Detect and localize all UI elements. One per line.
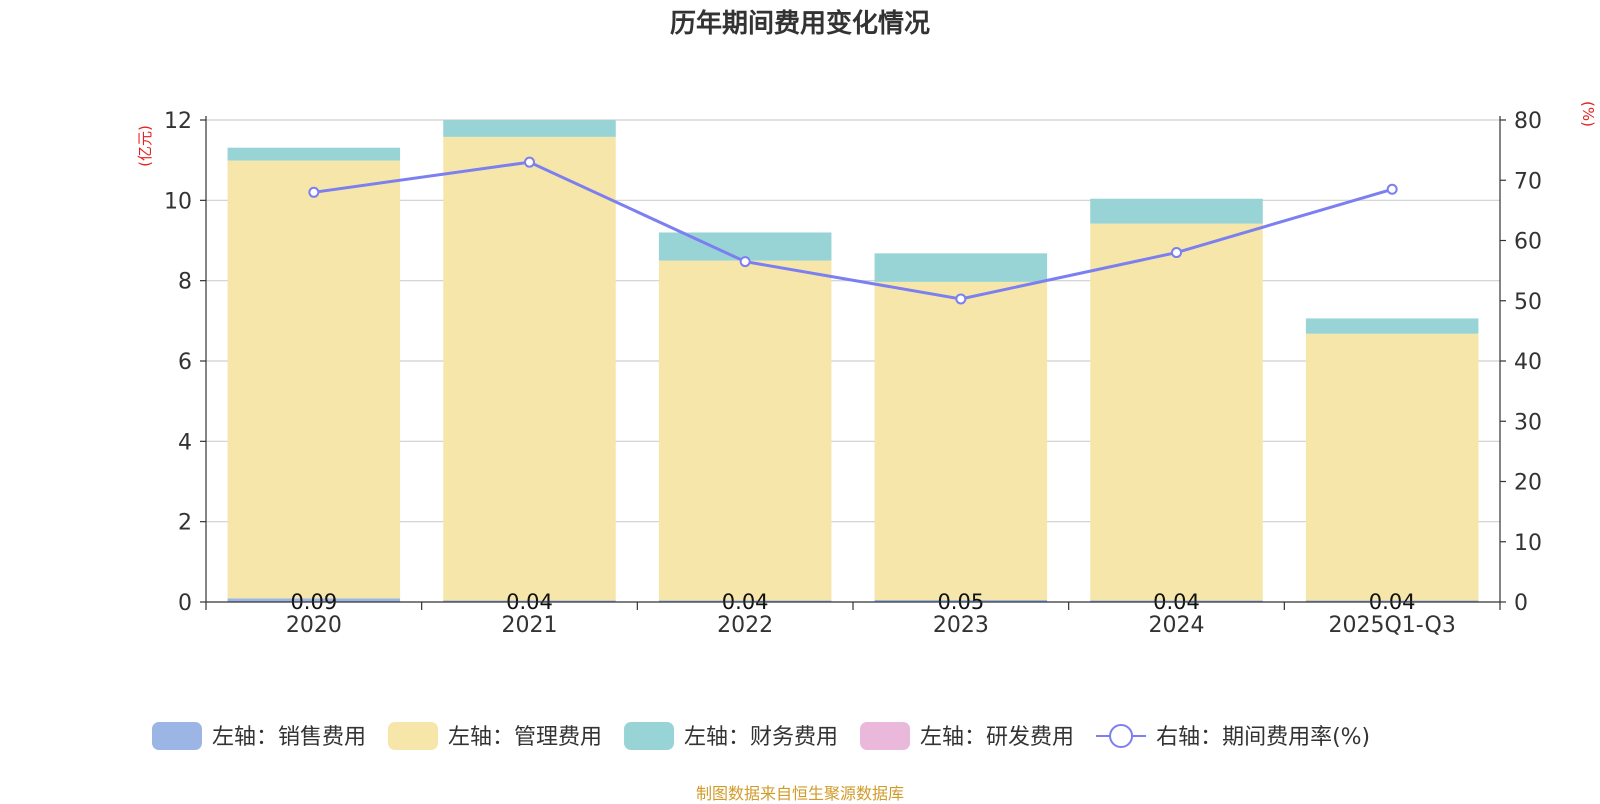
- legend-item[interactable]: 左轴：销售费用: [152, 722, 366, 750]
- bar-segment: [658, 232, 832, 261]
- rate-point: [955, 293, 967, 305]
- left-tick-label: 4: [178, 430, 192, 455]
- x-tick-label: 2024: [1149, 613, 1205, 638]
- legend-swatch: [152, 722, 202, 750]
- gridlines: [206, 119, 1500, 523]
- x-tick-label: 2021: [502, 613, 558, 638]
- rate-point: [524, 156, 535, 168]
- bar-segment: [227, 598, 401, 602]
- right-tick-label: 50: [1514, 290, 1542, 315]
- legend-label: 左轴：财务费用: [684, 725, 838, 750]
- bar-segment: [1305, 333, 1479, 601]
- rate-line-series: [308, 156, 1398, 305]
- bar-segment: [874, 599, 1048, 602]
- bar-segment: [443, 600, 616, 602]
- right-tick-label: 70: [1514, 169, 1542, 194]
- bar-segment: [1090, 198, 1263, 224]
- right-tick-label: 40: [1514, 350, 1542, 375]
- right-axis-label: (%): [1579, 101, 1597, 127]
- x-tick-label: 2023: [933, 613, 989, 638]
- bar-segment: [1090, 600, 1263, 602]
- legend-label: 左轴：销售费用: [212, 725, 366, 750]
- rate-point: [739, 256, 751, 268]
- legend-item[interactable]: 左轴：管理费用: [388, 722, 602, 750]
- rate-line: [313, 160, 1393, 301]
- rate-point: [1386, 183, 1398, 195]
- legend-circle-swatch: [1109, 724, 1134, 748]
- x-tick-label: 2025Q1-Q3: [1328, 613, 1455, 638]
- axes: 0 2 4 6 8 10 12 0 10 20 30 40 50 60 70 80 2020 2021 2022 20…: [164, 109, 1542, 638]
- bar-segment: [227, 160, 401, 599]
- bar-segment: [1305, 600, 1479, 602]
- source-footer: 制图数据来自恒生聚源数据库: [695, 784, 904, 803]
- rate-point: [1171, 247, 1182, 259]
- right-tick-label: 60: [1514, 230, 1542, 255]
- right-tick-label: 20: [1514, 471, 1542, 496]
- bar-segment: [443, 120, 616, 137]
- bar-segment: [443, 136, 616, 601]
- left-axis-label: (亿元): [136, 125, 154, 167]
- left-tick-label: 12: [164, 109, 192, 134]
- left-tick-label: 8: [178, 270, 192, 295]
- bar-segment: [658, 600, 832, 602]
- bar-series: [227, 120, 1479, 602]
- legend-label: 右轴：期间费用率(%): [1156, 725, 1370, 750]
- legend-item[interactable]: 左轴：财务费用: [624, 722, 838, 750]
- legend[interactable]: 左轴：销售费用 左轴：管理费用 左轴：财务费用 左轴：研发费用 右轴：期间费用率(%): [152, 722, 1370, 750]
- legend-item[interactable]: 右轴：期间费用率(%): [1096, 724, 1370, 750]
- left-tick-label: 2: [178, 511, 192, 536]
- right-tick-label: 0: [1514, 591, 1528, 616]
- legend-label: 左轴：管理费用: [448, 725, 602, 750]
- legend-swatch: [624, 722, 675, 750]
- right-tick-label: 10: [1514, 531, 1542, 556]
- right-tick-label: 80: [1514, 109, 1542, 134]
- bar-segment: [658, 260, 832, 601]
- x-tick-label: 2022: [717, 613, 773, 638]
- chart-title: 历年期间费用变化情况: [670, 8, 930, 39]
- right-tick-label: 30: [1514, 410, 1542, 435]
- legend-swatch: [860, 722, 911, 750]
- bar-segment: [874, 281, 1048, 600]
- left-tick-label: 0: [178, 591, 192, 616]
- bar-segment: [1305, 318, 1479, 334]
- left-tick-label: 10: [164, 189, 192, 214]
- bar-segment: [1090, 223, 1263, 601]
- legend-swatch: [388, 722, 439, 750]
- rate-point: [308, 186, 320, 198]
- legend-item[interactable]: 左轴：研发费用: [860, 722, 1074, 750]
- bar-segment: [227, 147, 401, 161]
- left-tick-label: 6: [178, 350, 192, 375]
- legend-label: 左轴：研发费用: [920, 725, 1074, 750]
- x-tick-label: 2020: [286, 613, 342, 638]
- bar-segment: [874, 253, 1048, 282]
